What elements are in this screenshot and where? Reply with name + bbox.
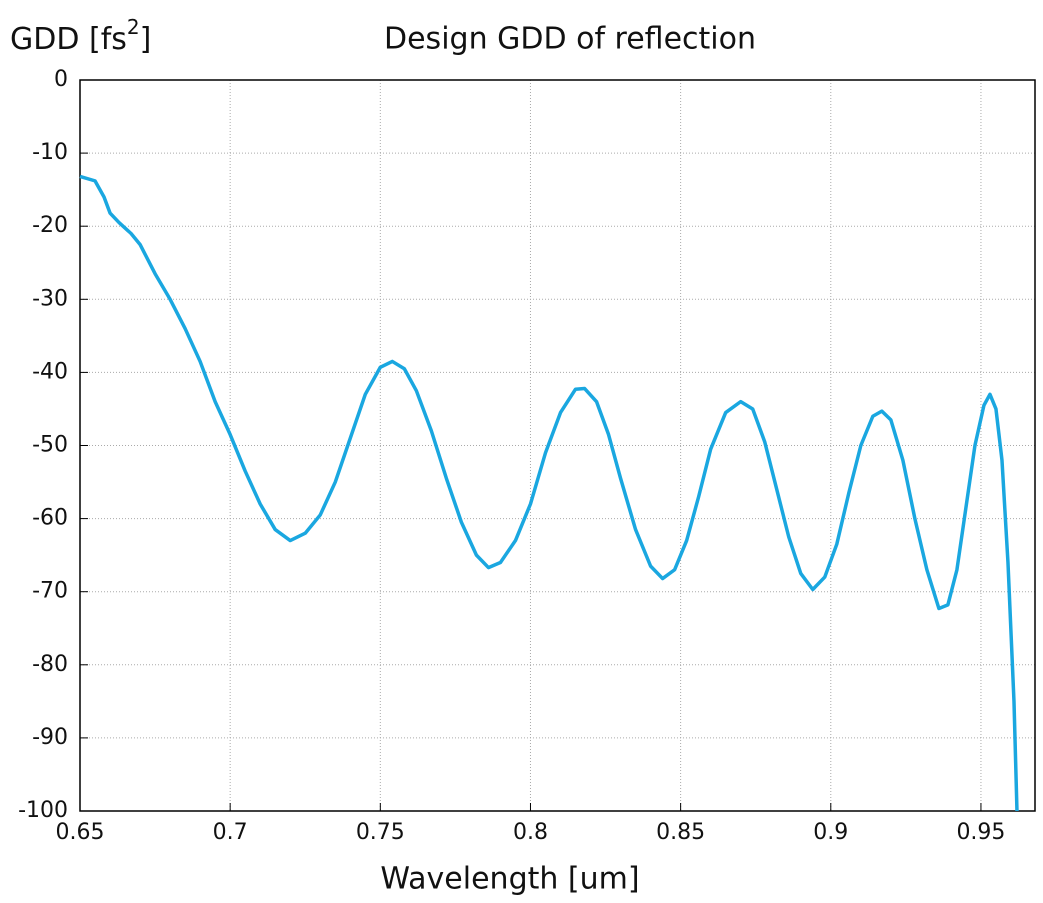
y-tick-label: -50 <box>32 433 68 458</box>
y-tick-label: 0 <box>54 67 68 92</box>
chart-title: Design GDD of reflection <box>384 22 756 57</box>
y-tick-label: -70 <box>32 579 68 604</box>
data-line <box>79 174 1019 812</box>
x-tick-label: 0.95 <box>956 820 1005 845</box>
x-tick-label: 0.8 <box>513 820 548 845</box>
y-axis-label: GDD [fs2] <box>10 15 151 57</box>
x-tick-label: 0.7 <box>213 820 248 845</box>
y-tick-label: -40 <box>32 359 68 384</box>
y-label-sup: 2 <box>127 15 140 39</box>
x-axis-label: Wavelength [um] <box>380 862 639 897</box>
y-tick-label: -80 <box>32 652 68 677</box>
x-tick-label: 0.85 <box>656 820 705 845</box>
y-tick-label: -60 <box>32 506 68 531</box>
y-label-text: GDD [fs <box>10 22 127 57</box>
y-tick-label: -100 <box>18 798 68 823</box>
y-label-end: ] <box>140 22 152 57</box>
x-tick-label: 0.65 <box>56 820 105 845</box>
plot-frame <box>79 79 1036 812</box>
y-tick-label: -90 <box>32 725 68 750</box>
y-tick-label: -20 <box>32 213 68 238</box>
x-tick-label: 0.75 <box>356 820 405 845</box>
y-tick-label: -10 <box>32 140 68 165</box>
x-tick-label: 0.9 <box>813 820 848 845</box>
y-tick-label: -30 <box>32 286 68 311</box>
